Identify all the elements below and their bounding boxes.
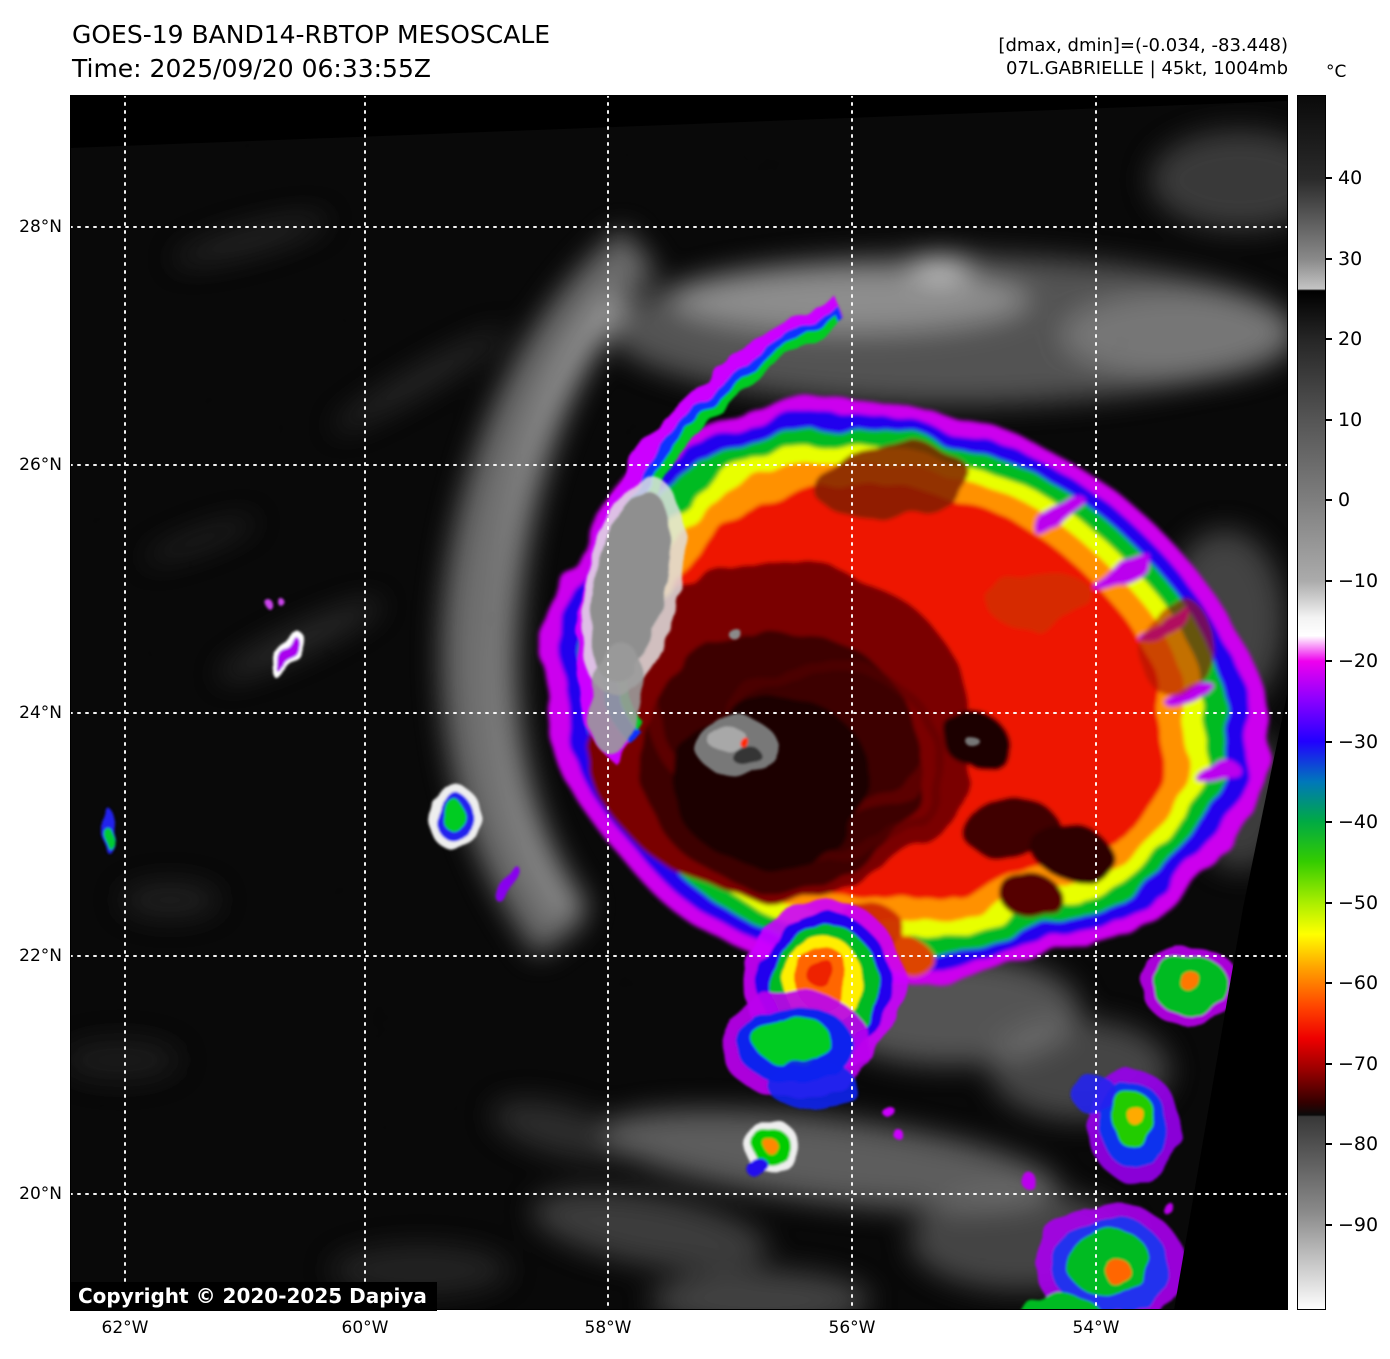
colorbar-tick <box>1326 901 1332 904</box>
colorbar-tick-label: −40 <box>1338 811 1379 833</box>
colorbar-tick <box>1326 338 1332 340</box>
colorbar-tick-label: −10 <box>1338 569 1379 592</box>
colorbar-tick-label: −20 <box>1338 650 1379 672</box>
colorbar-tick-label: −60 <box>1338 972 1379 994</box>
lat-axis-label: 26°N <box>19 455 62 475</box>
colorbar-tick-label: 0 <box>1338 489 1351 511</box>
colorbar-unit-label: °C <box>1326 62 1347 82</box>
colorbar-tick-label: 10 <box>1338 408 1363 431</box>
lon-axis-label: 62°W <box>101 1318 149 1338</box>
colorbar-tick <box>1326 257 1332 260</box>
colorbar-tick-label: −70 <box>1338 1052 1379 1075</box>
scan-edge-right-wedge <box>1174 690 1288 1310</box>
lat-axis-label: 22°N <box>19 946 62 966</box>
colorbar-tick <box>1326 982 1332 984</box>
dry-slot-and-eye <box>579 476 978 776</box>
colorbar-tick-label: −50 <box>1338 891 1379 914</box>
colorbar-tick-label: −30 <box>1338 730 1379 753</box>
satellite-map <box>70 95 1288 1310</box>
colorbar-tick <box>1326 177 1332 179</box>
colorbar-tick <box>1326 821 1332 823</box>
colorbar-tick <box>1326 1143 1332 1145</box>
colorbar <box>1297 95 1326 1310</box>
page-title: GOES-19 BAND14-RBTOP MESOSCALE <box>72 20 551 49</box>
colorbar-tick <box>1326 740 1332 743</box>
lon-axis-label: 58°W <box>584 1318 632 1338</box>
header-right-block: [dmax, dmin]=(-0.034, -83.448) 07L.GABRI… <box>998 34 1288 80</box>
header-block: GOES-19 BAND14-RBTOP MESOSCALE Time: 202… <box>72 18 550 86</box>
colorbar-tick-label: 40 <box>1338 167 1363 189</box>
lat-axis-label: 24°N <box>19 703 62 723</box>
satellite-imagery <box>70 95 1288 1310</box>
colorbar-tick <box>1326 579 1332 582</box>
colorbar-tick-label: −90 <box>1338 1213 1379 1236</box>
lon-axis-label: 56°W <box>828 1318 876 1338</box>
colorbar-tick-label: 30 <box>1338 247 1363 270</box>
colorbar-tick <box>1326 499 1332 501</box>
colorbar-tick-label: 20 <box>1338 328 1363 350</box>
graticule <box>70 95 1288 1310</box>
lat-axis-label: 20°N <box>19 1184 62 1204</box>
time-label: Time: 2025/09/20 06:33:55Z <box>72 54 431 83</box>
lon-axis-label: 60°W <box>341 1318 389 1338</box>
colorbar-tick <box>1326 1062 1332 1065</box>
hurricane-core-graphic <box>545 398 1267 984</box>
storm-info-label: 07L.GABRIELLE | 45kt, 1004mb <box>1006 58 1288 79</box>
colorbar-tick-label: −80 <box>1338 1133 1379 1155</box>
colorbar-tick <box>1326 660 1332 662</box>
lat-axis-label: 28°N <box>19 217 62 237</box>
scan-edge-top-wedge <box>70 95 1288 148</box>
range-info-label: [dmax, dmin]=(-0.034, -83.448) <box>998 35 1288 56</box>
lon-axis-label: 54°W <box>1072 1318 1120 1338</box>
colorbar-tick <box>1326 418 1332 421</box>
colorbar-tick <box>1326 1223 1332 1226</box>
copyright-badge: Copyright © 2020-2025 Dapiya <box>70 1282 437 1311</box>
